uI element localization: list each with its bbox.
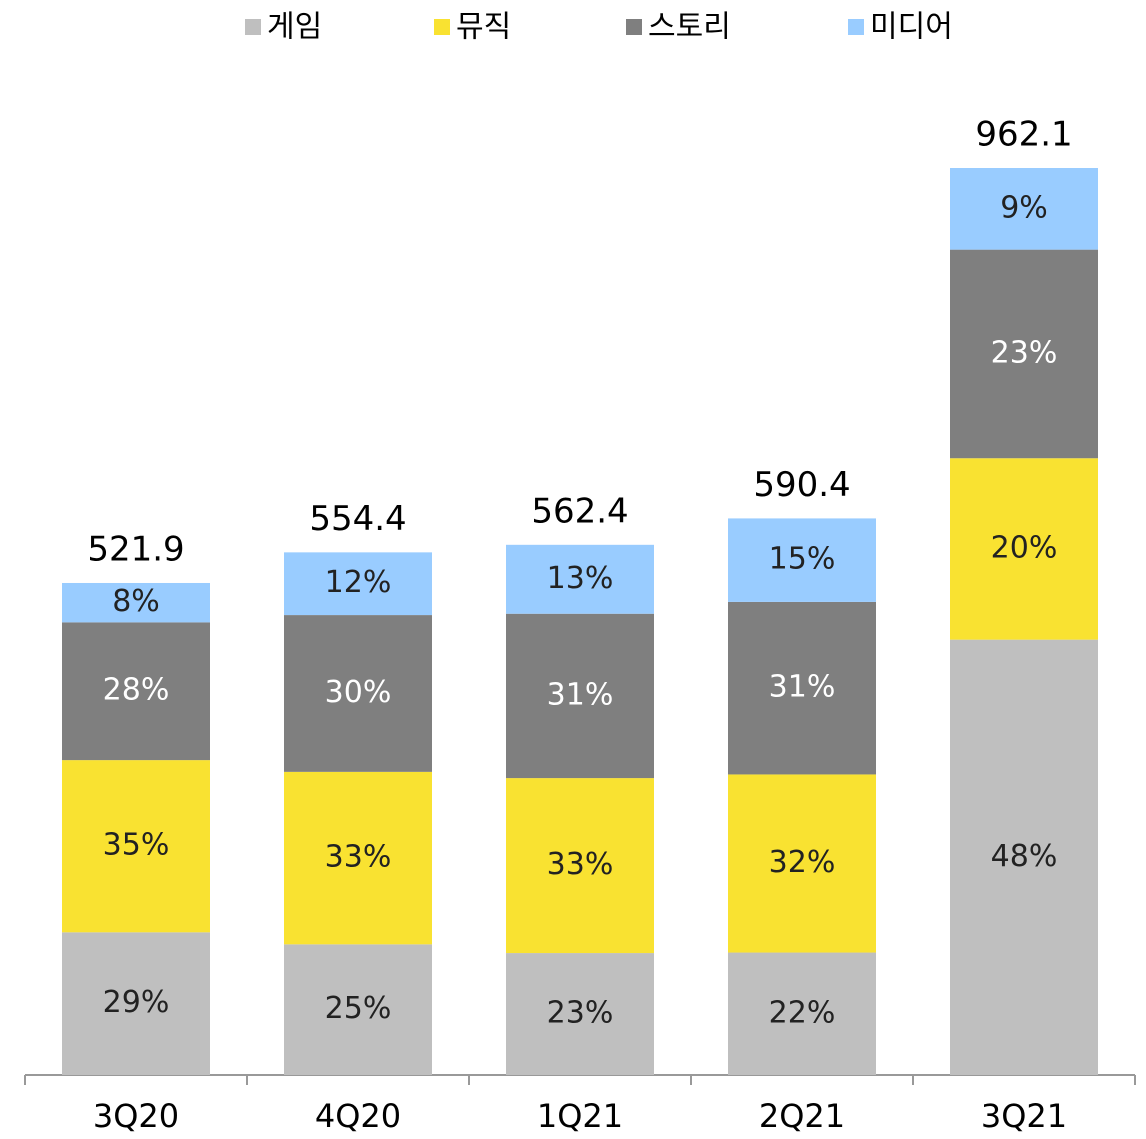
segment-label: 8% [112,584,160,619]
bar-segment [950,458,1098,640]
bar-segment [284,615,432,772]
segment-label: 29% [103,985,170,1020]
legend-swatch [848,19,864,35]
total-label: 554.4 [309,499,406,539]
x-tick-label: 3Q21 [981,1097,1067,1135]
segment-label: 12% [325,565,392,600]
segment-label: 30% [325,675,392,710]
segment-label: 32% [769,845,836,880]
segment-label: 23% [547,996,614,1031]
segment-label: 48% [991,839,1058,874]
total-label: 590.4 [753,465,850,505]
segment-label: 33% [325,840,392,875]
segment-label: 20% [991,530,1058,565]
bar-segment [950,639,1098,1075]
x-tick-label: 4Q20 [315,1097,401,1135]
x-tick-label: 3Q20 [93,1097,179,1135]
bar-segment [62,622,210,761]
bar-segment [284,944,432,1075]
total-label: 521.9 [87,529,184,569]
legend-swatch [245,19,261,35]
segment-label: 33% [547,847,614,882]
legend-label: 미디어 [870,10,953,45]
bar-segment [506,613,654,779]
bar-segment [284,552,432,616]
total-label: 962.1 [975,115,1072,155]
legend-label: 뮤직 [456,10,511,45]
legend-label: 게임 [267,10,322,45]
bar-segment [506,953,654,1075]
segment-label: 15% [769,542,836,577]
segment-label: 25% [325,991,392,1026]
bar-segment [728,952,876,1075]
segment-label: 23% [991,335,1058,370]
legend-label: 스토리 [648,10,731,45]
bar-segment [284,771,432,945]
legend-swatch [626,19,642,35]
bar-segment [62,760,210,933]
bar-segment [506,778,654,954]
bar-segment [950,168,1098,250]
bar-segment [950,249,1098,459]
x-tick-label: 1Q21 [537,1097,623,1135]
bar-segment [728,518,876,602]
bar-segment [506,544,654,614]
segment-label: 31% [769,670,836,705]
segment-label: 22% [769,995,836,1030]
legend-swatch [434,19,450,35]
x-tick-label: 2Q21 [759,1097,845,1135]
segment-label: 13% [547,561,614,596]
segment-label: 35% [103,828,170,863]
bar-segment [62,932,210,1075]
bar-segment [728,774,876,953]
segment-label: 31% [547,677,614,712]
segment-label: 9% [1000,190,1048,225]
total-label: 562.4 [531,491,628,531]
bar-segment [728,601,876,775]
bar-segment [62,582,210,623]
segment-label: 28% [103,673,170,708]
